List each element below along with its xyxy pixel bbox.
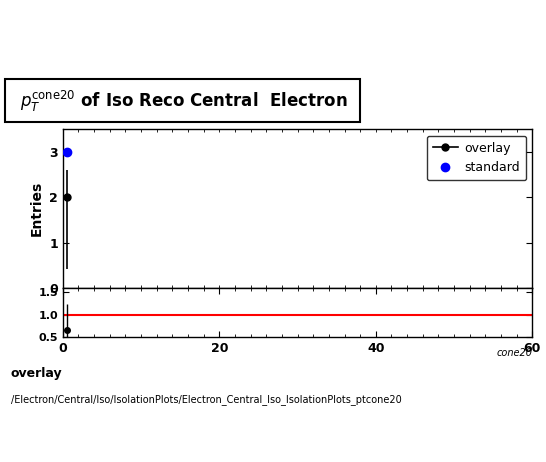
FancyBboxPatch shape — [5, 79, 360, 122]
Text: cone20: cone20 — [496, 348, 532, 358]
Legend: overlay, standard: overlay, standard — [427, 136, 526, 180]
Text: overlay: overlay — [11, 366, 63, 379]
Y-axis label: Entries: Entries — [29, 181, 44, 236]
Text: /Electron/Central/Iso/IsolationPlots/Electron_Central_Iso_IsolationPlots_ptcone2: /Electron/Central/Iso/IsolationPlots/Ele… — [11, 394, 402, 405]
Text: $p_T^{\mathrm{cone20}}$ of Iso Reco Central  Electron: $p_T^{\mathrm{cone20}}$ of Iso Reco Cent… — [20, 89, 347, 114]
